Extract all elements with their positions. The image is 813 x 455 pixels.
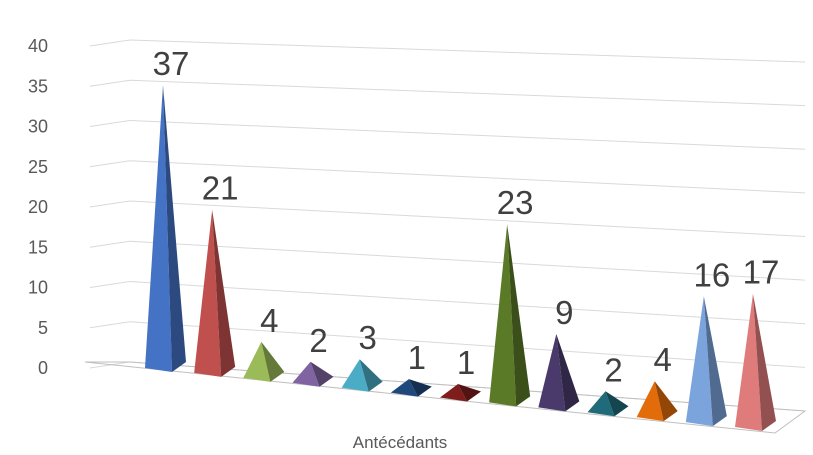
bar-face-front: [538, 333, 566, 412]
data-label: 2: [604, 351, 622, 388]
data-label: 4: [653, 341, 671, 378]
data-label: 23: [497, 184, 534, 221]
data-label: 1: [408, 339, 426, 376]
bar-face-front: [440, 384, 467, 402]
bars: [145, 84, 776, 431]
bar-face-front: [390, 379, 418, 397]
bar: [735, 293, 776, 431]
gridline: [129, 79, 806, 107]
bar-face-side: [408, 379, 432, 397]
data-label: 4: [260, 302, 278, 339]
bar-face-front: [243, 341, 271, 382]
gridline-side: [89, 79, 131, 87]
data-label: 1: [457, 344, 475, 381]
data-label: 9: [555, 294, 573, 331]
bar: [538, 333, 580, 412]
gridline: [129, 160, 806, 194]
y-tick-label: 15: [28, 237, 48, 257]
y-tick-label: 35: [28, 76, 48, 96]
bar: [390, 379, 432, 397]
data-label: 21: [202, 170, 239, 207]
bar-face-side: [507, 224, 531, 407]
gridline: [129, 240, 806, 281]
gridline-side: [89, 240, 131, 248]
y-tick-label: 20: [28, 197, 48, 217]
data-label: 3: [358, 319, 376, 356]
bar-face-side: [556, 333, 580, 412]
bar: [440, 384, 481, 402]
y-tick-label: 5: [38, 318, 48, 338]
bar-face-side: [212, 209, 236, 377]
bar: [145, 84, 186, 372]
data-label: 16: [693, 256, 730, 293]
bar-face-front: [587, 391, 615, 417]
gridline: [129, 39, 806, 63]
bar-face-front: [685, 296, 713, 427]
gridline-side: [89, 120, 131, 127]
data-label: 17: [743, 254, 780, 291]
bar: [636, 381, 678, 422]
gridline: [129, 321, 806, 368]
gridline: [129, 200, 806, 237]
bar-face-side: [753, 293, 776, 431]
bar-face-side: [261, 341, 285, 382]
gridline: [129, 120, 806, 150]
gridline-side: [89, 200, 131, 208]
bar: [292, 361, 334, 387]
bar: [587, 391, 629, 417]
bar-face-side: [605, 391, 629, 417]
bar-face-side: [359, 359, 383, 392]
bar: [489, 224, 531, 407]
bar-face-front: [489, 224, 517, 407]
gridline-side: [89, 160, 131, 168]
y-tick-label: 0: [38, 358, 48, 378]
floor-outline: [84, 361, 807, 434]
y-tick-label: 25: [28, 157, 48, 177]
bar-face-side: [458, 384, 481, 402]
bar: [685, 296, 727, 427]
bar-face-side: [163, 84, 186, 372]
bar: [243, 341, 285, 382]
chart-floor: [84, 361, 807, 434]
gridline: [129, 281, 806, 325]
gridline-side: [89, 39, 131, 47]
bar-face-side: [703, 296, 727, 427]
y-tick-label: 30: [28, 117, 48, 137]
bar-face-front: [636, 381, 664, 422]
gridline-side: [89, 281, 131, 288]
bar-face-front: [292, 361, 320, 387]
y-axis: 0 5 10 15 20 25 30 35 40: [28, 36, 48, 378]
x-axis-label: Antécédants: [353, 433, 448, 452]
bar: [341, 359, 383, 392]
y-tick-label: 10: [28, 278, 48, 298]
data-label: 2: [309, 322, 327, 359]
bar-face-side: [654, 381, 678, 422]
bar-face-front: [341, 359, 369, 392]
bar-face-front: [145, 84, 172, 372]
bar-face-side: [310, 361, 334, 387]
y-tick-label: 40: [28, 36, 48, 56]
gridline-side: [89, 321, 131, 329]
bar: [194, 209, 236, 377]
data-label: 37: [153, 45, 190, 82]
